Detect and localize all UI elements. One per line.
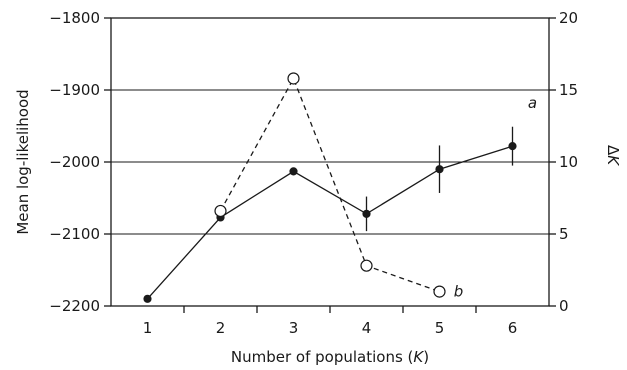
y-left-tick-label: −1900 [49, 81, 100, 99]
y-left-tick-label: −2100 [49, 225, 100, 243]
series-b-line [219, 76, 440, 293]
series-a-line [147, 145, 513, 300]
series-label-b: b [454, 283, 464, 301]
y-right-tick-label: 5 [559, 225, 569, 243]
y-right-tick-label: 15 [559, 81, 578, 99]
series: ab [143, 72, 537, 303]
data-point [508, 142, 517, 151]
y-right-tick-label: 0 [559, 297, 569, 315]
x-tick-label: 6 [508, 319, 518, 337]
y-left-tick-label: −1800 [49, 9, 100, 27]
data-point [360, 259, 373, 272]
x-tick-label: 4 [362, 319, 372, 337]
y-axis-right-title: ΔK [604, 145, 622, 166]
x-axis-title: Number of populations (K) [231, 348, 429, 366]
data-point [289, 167, 298, 176]
x-tick-label: 1 [143, 319, 153, 337]
series-label-a: a [528, 94, 537, 112]
y-left-tick-label: −2200 [49, 297, 100, 315]
y-left-tick-label: −2000 [49, 153, 100, 171]
y-right-tick-label: 20 [559, 9, 578, 27]
x-tick-label: 5 [435, 319, 445, 337]
x-tick-label: 2 [216, 319, 226, 337]
series-b: b [214, 72, 464, 301]
y-right-tick-label: 10 [559, 153, 578, 171]
y-axis-left-title: Mean log-likelihood [14, 89, 32, 234]
data-point [214, 204, 227, 218]
series-a: a [143, 94, 537, 303]
data-point [362, 209, 371, 218]
data-point [435, 165, 444, 174]
axis-ticks: −2200 −2100 −2000 −1900 −1800 0 5 10 15 20 1 2 3 4 5 6 [49, 9, 578, 337]
gridlines [111, 89, 549, 235]
data-point [143, 294, 152, 303]
data-point [433, 285, 446, 298]
x-tick-label: 3 [289, 319, 299, 337]
data-point [287, 72, 300, 85]
